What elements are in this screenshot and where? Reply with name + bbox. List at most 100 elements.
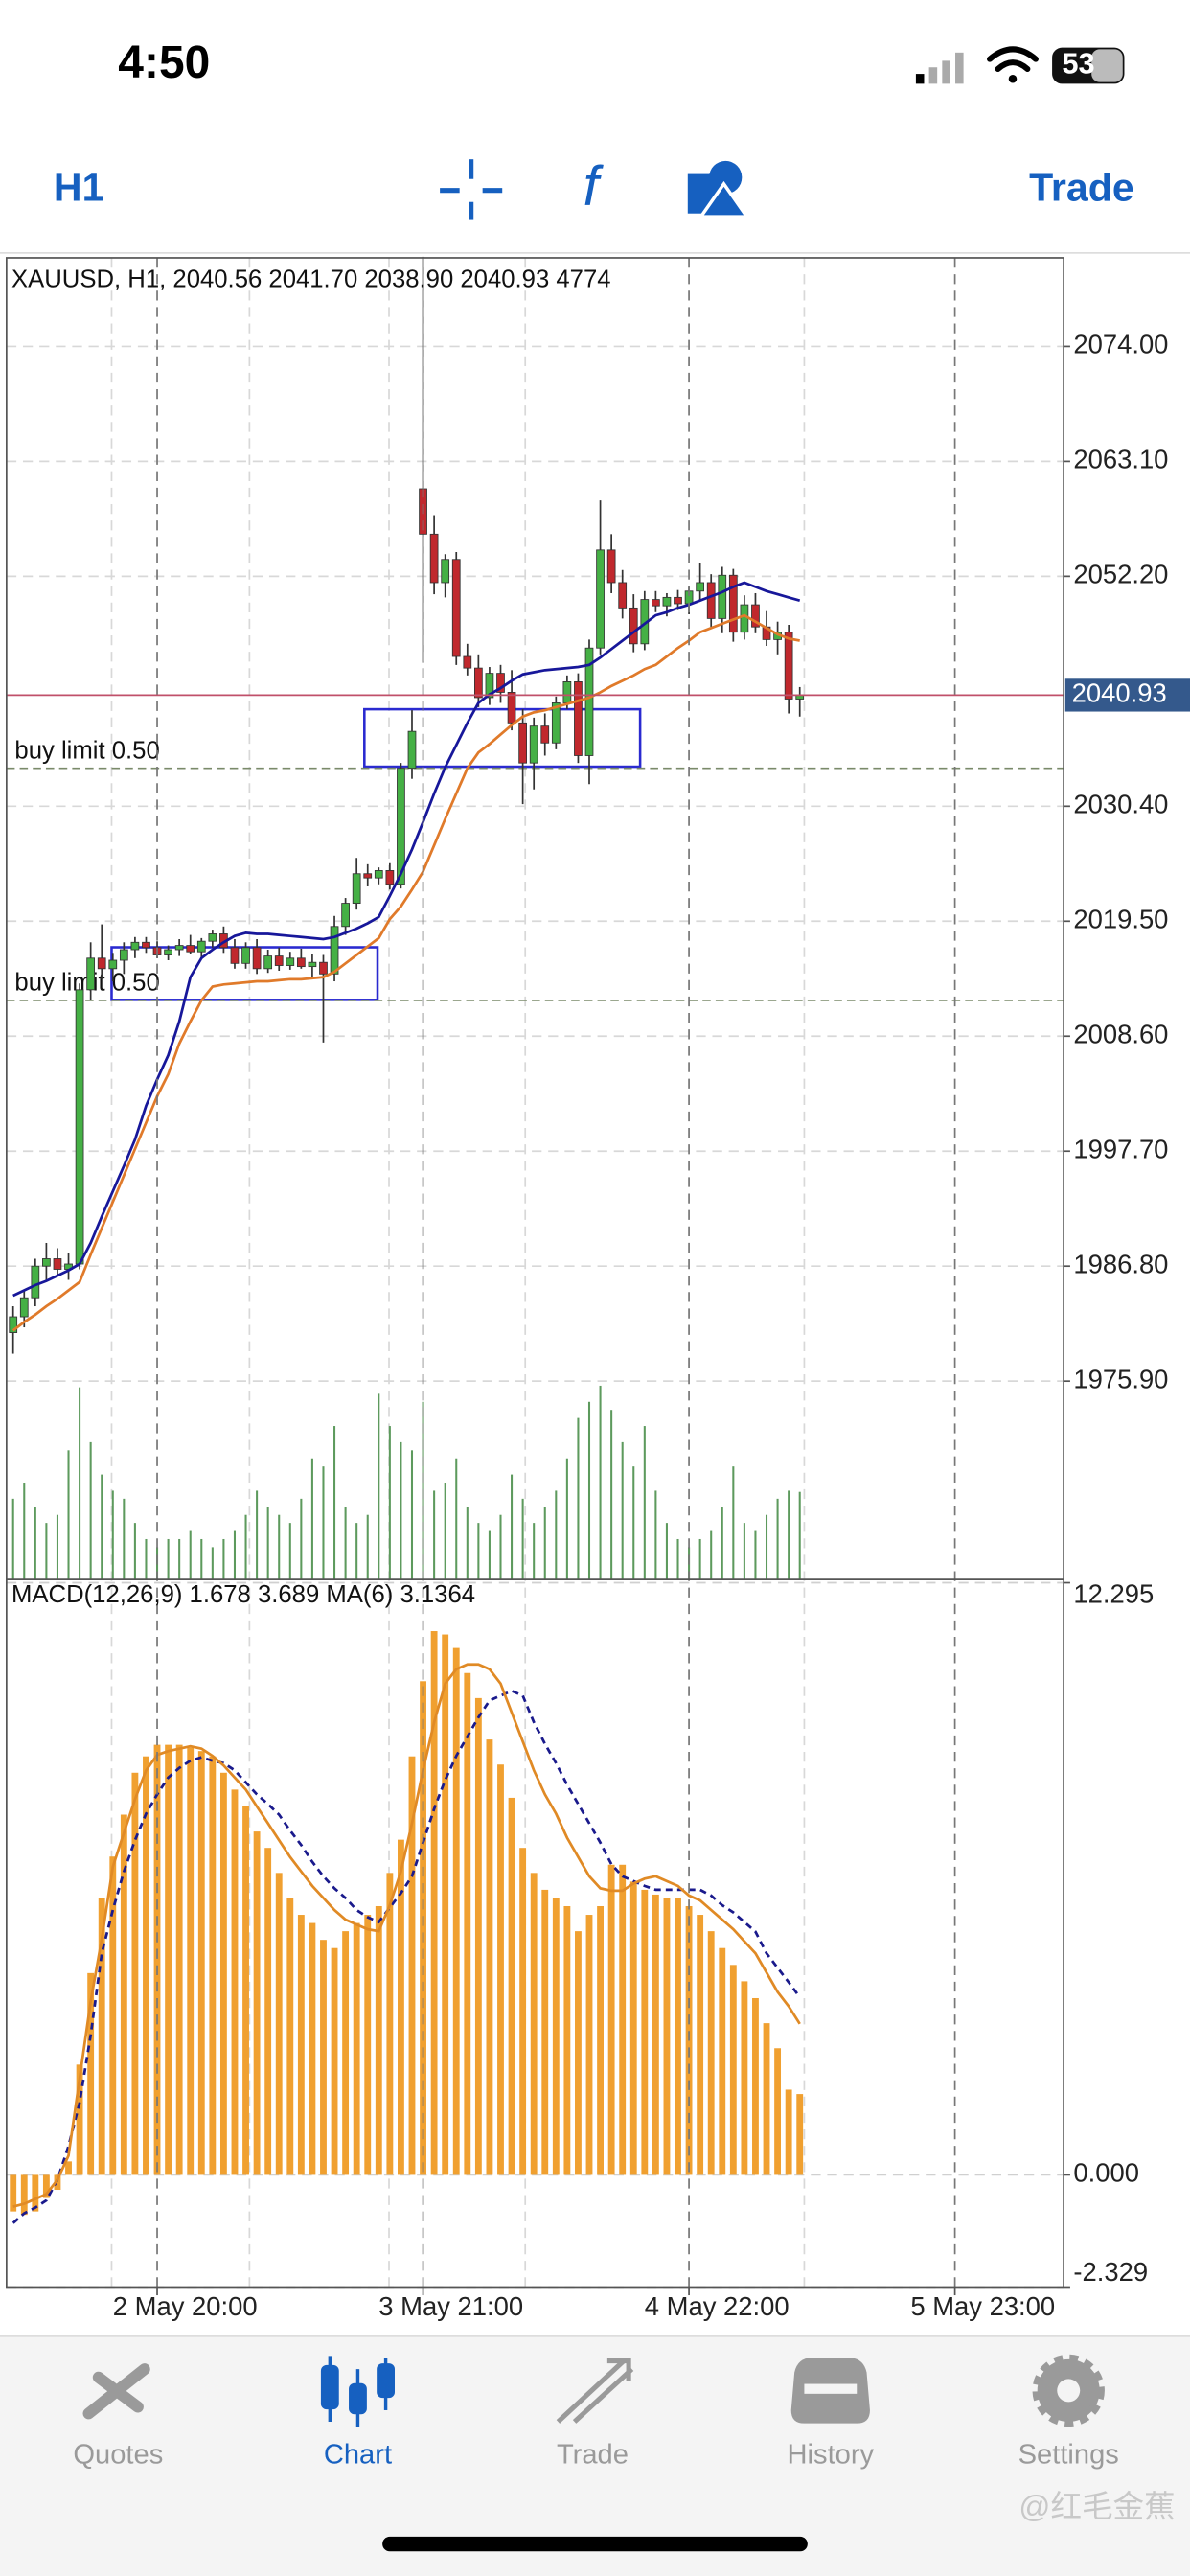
volume-bar [23, 1483, 26, 1580]
chart-icon[interactable] [320, 2356, 396, 2427]
volume-bar [56, 1514, 58, 1580]
candle-body [584, 647, 594, 756]
wifi-icon [987, 46, 1039, 83]
candle-body [606, 549, 616, 584]
candle-body [42, 1258, 51, 1267]
volume-bar [400, 1441, 402, 1580]
candle-body [652, 599, 660, 607]
macd-bar [752, 1997, 759, 2175]
volume-bar [665, 1523, 668, 1580]
macd-bar [386, 1873, 394, 2175]
macd-bar [707, 1931, 715, 2175]
candle-body [596, 549, 605, 649]
indicator-line [11, 613, 800, 1332]
candle-body [674, 596, 682, 605]
trade-button[interactable]: Trade [1029, 166, 1134, 210]
y-tick-label: 12.295 [1073, 1578, 1154, 1608]
volume-bar [511, 1474, 514, 1580]
volume-bar [533, 1523, 536, 1580]
indicator-line [11, 1689, 801, 2224]
macd-bar [652, 1894, 659, 2175]
volume-bar [621, 1441, 624, 1580]
tab-label[interactable]: Chart [324, 2440, 392, 2471]
quotes-icon[interactable] [82, 2363, 150, 2420]
volume-bar [543, 1506, 546, 1580]
macd-legend: MACD(12,26,9) 1.678 3.689 MA(6) 3.1364 [11, 1581, 475, 1608]
volume-bar [222, 1538, 225, 1580]
volume-bar [67, 1450, 70, 1580]
macd-bar [497, 1764, 504, 2175]
macd-bar [364, 1915, 372, 2175]
candle-body [385, 870, 395, 886]
macd-bar [264, 1848, 272, 2175]
trade-icon[interactable] [556, 2358, 634, 2424]
candle-body [507, 692, 516, 724]
macd-bar [320, 1940, 327, 2175]
candle-body [363, 873, 373, 879]
volume-bar [555, 1490, 558, 1580]
macd-bar [197, 1751, 205, 2175]
macd-bar [87, 1972, 95, 2175]
candle-body [241, 947, 250, 964]
settings-icon[interactable] [1032, 2354, 1105, 2427]
volume-bar [101, 1474, 103, 1580]
candle-body [341, 903, 350, 928]
macd-bar [331, 1947, 338, 2175]
macd-bar [430, 1631, 438, 2175]
volume-bar [477, 1523, 480, 1580]
history-icon[interactable] [790, 2358, 870, 2424]
crosshair-button[interactable] [440, 159, 503, 220]
volume-bar [388, 1426, 391, 1580]
candle-body [86, 957, 96, 991]
volume-bar [378, 1393, 380, 1580]
candle-body [308, 961, 317, 968]
candle-body [196, 940, 206, 953]
candle-body [429, 533, 439, 584]
candle-body [407, 730, 417, 770]
volume-bar [565, 1458, 568, 1580]
candle-body [252, 947, 262, 970]
candle-body [97, 957, 106, 970]
tab-label[interactable]: Quotes [73, 2440, 163, 2471]
volume-bar [244, 1514, 247, 1580]
volume-bar [577, 1417, 580, 1580]
candle-body [562, 681, 572, 703]
x-tick-label: 2 May 20:00 [113, 2291, 258, 2321]
timeframe-button[interactable]: H1 [54, 166, 104, 210]
candle-body [352, 873, 361, 905]
tab-label[interactable]: Settings [1018, 2440, 1119, 2471]
candle-body [53, 1258, 62, 1270]
candle-body [485, 673, 494, 699]
macd-bar [663, 1898, 671, 2175]
volume-bar [266, 1506, 269, 1580]
candle-body [31, 1265, 40, 1299]
candle-body [618, 582, 628, 609]
candle-body [296, 957, 306, 968]
volume-bar [798, 1491, 801, 1580]
candle-body [463, 656, 472, 669]
battery-level: 53 [1062, 47, 1094, 80]
volume-bar [278, 1514, 281, 1580]
indicator-line [12, 581, 801, 1298]
y-tick-label: 1986.80 [1073, 1249, 1168, 1278]
volume-bar [200, 1538, 203, 1580]
objects-button[interactable] [687, 160, 750, 218]
candle-body [164, 949, 172, 955]
y-tick-label: 2008.60 [1073, 1019, 1168, 1048]
macd-bar [729, 1965, 737, 2175]
macd-bar [65, 2161, 72, 2175]
indicator-line [12, 1663, 801, 2208]
volume-bar [322, 1466, 325, 1580]
volume-bar [721, 1506, 723, 1580]
watermark: @红毛金蕉 [1018, 2489, 1175, 2523]
volume-bar [178, 1538, 181, 1580]
volume-bar [111, 1490, 114, 1580]
volume-bar [444, 1483, 446, 1580]
tab-label[interactable]: History [788, 2440, 875, 2471]
tab-label[interactable]: Trade [557, 2440, 629, 2471]
macd-bar [120, 1814, 127, 2175]
candle-body [397, 768, 405, 886]
volume-bar [765, 1514, 768, 1580]
macd-bar [353, 1922, 360, 2175]
macd-bar [796, 2094, 804, 2175]
